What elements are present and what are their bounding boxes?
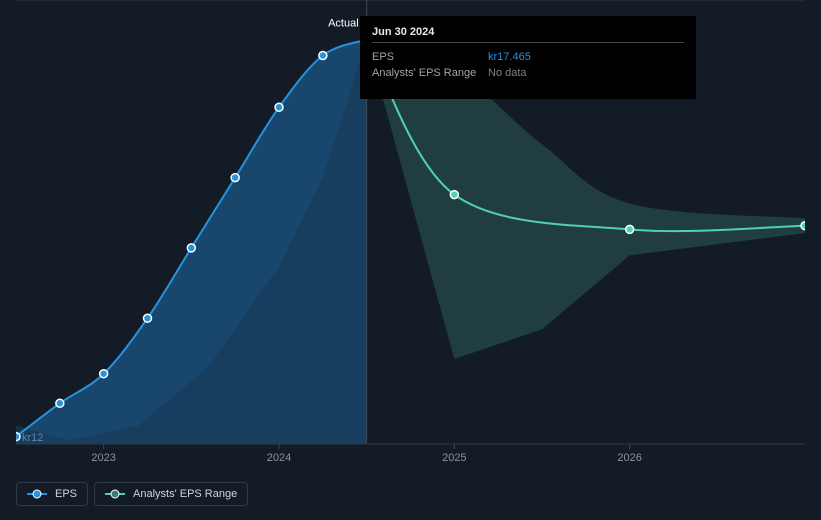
tooltip-row-label: EPS xyxy=(372,49,488,65)
tooltip-row: EPSkr17.465 xyxy=(372,49,684,65)
legend-swatch-icon xyxy=(105,489,125,499)
svg-text:Actual: Actual xyxy=(328,18,359,30)
svg-text:2024: 2024 xyxy=(267,452,291,464)
tooltip-row-value: No data xyxy=(488,65,527,81)
legend-label: Analysts' EPS Range xyxy=(133,488,237,500)
svg-text:2025: 2025 xyxy=(442,452,466,464)
tooltip-row: Analysts' EPS RangeNo data xyxy=(372,65,684,81)
chart-legend: EPS Analysts' EPS Range xyxy=(16,482,248,506)
tooltip-row-label: Analysts' EPS Range xyxy=(372,65,488,81)
svg-text:2023: 2023 xyxy=(91,452,115,464)
tooltip-divider xyxy=(372,42,684,43)
svg-text:2026: 2026 xyxy=(617,452,641,464)
chart-tooltip: Jun 30 2024 EPSkr17.465Analysts' EPS Ran… xyxy=(360,16,696,99)
legend-label: EPS xyxy=(55,488,77,500)
legend-item[interactable]: Analysts' EPS Range xyxy=(94,482,248,506)
tooltip-date: Jun 30 2024 xyxy=(372,26,684,38)
tooltip-rows: EPSkr17.465Analysts' EPS RangeNo data xyxy=(372,49,684,81)
tooltip-row-value: kr17.465 xyxy=(488,49,531,65)
legend-swatch-icon xyxy=(27,489,47,499)
legend-item[interactable]: EPS xyxy=(16,482,88,506)
